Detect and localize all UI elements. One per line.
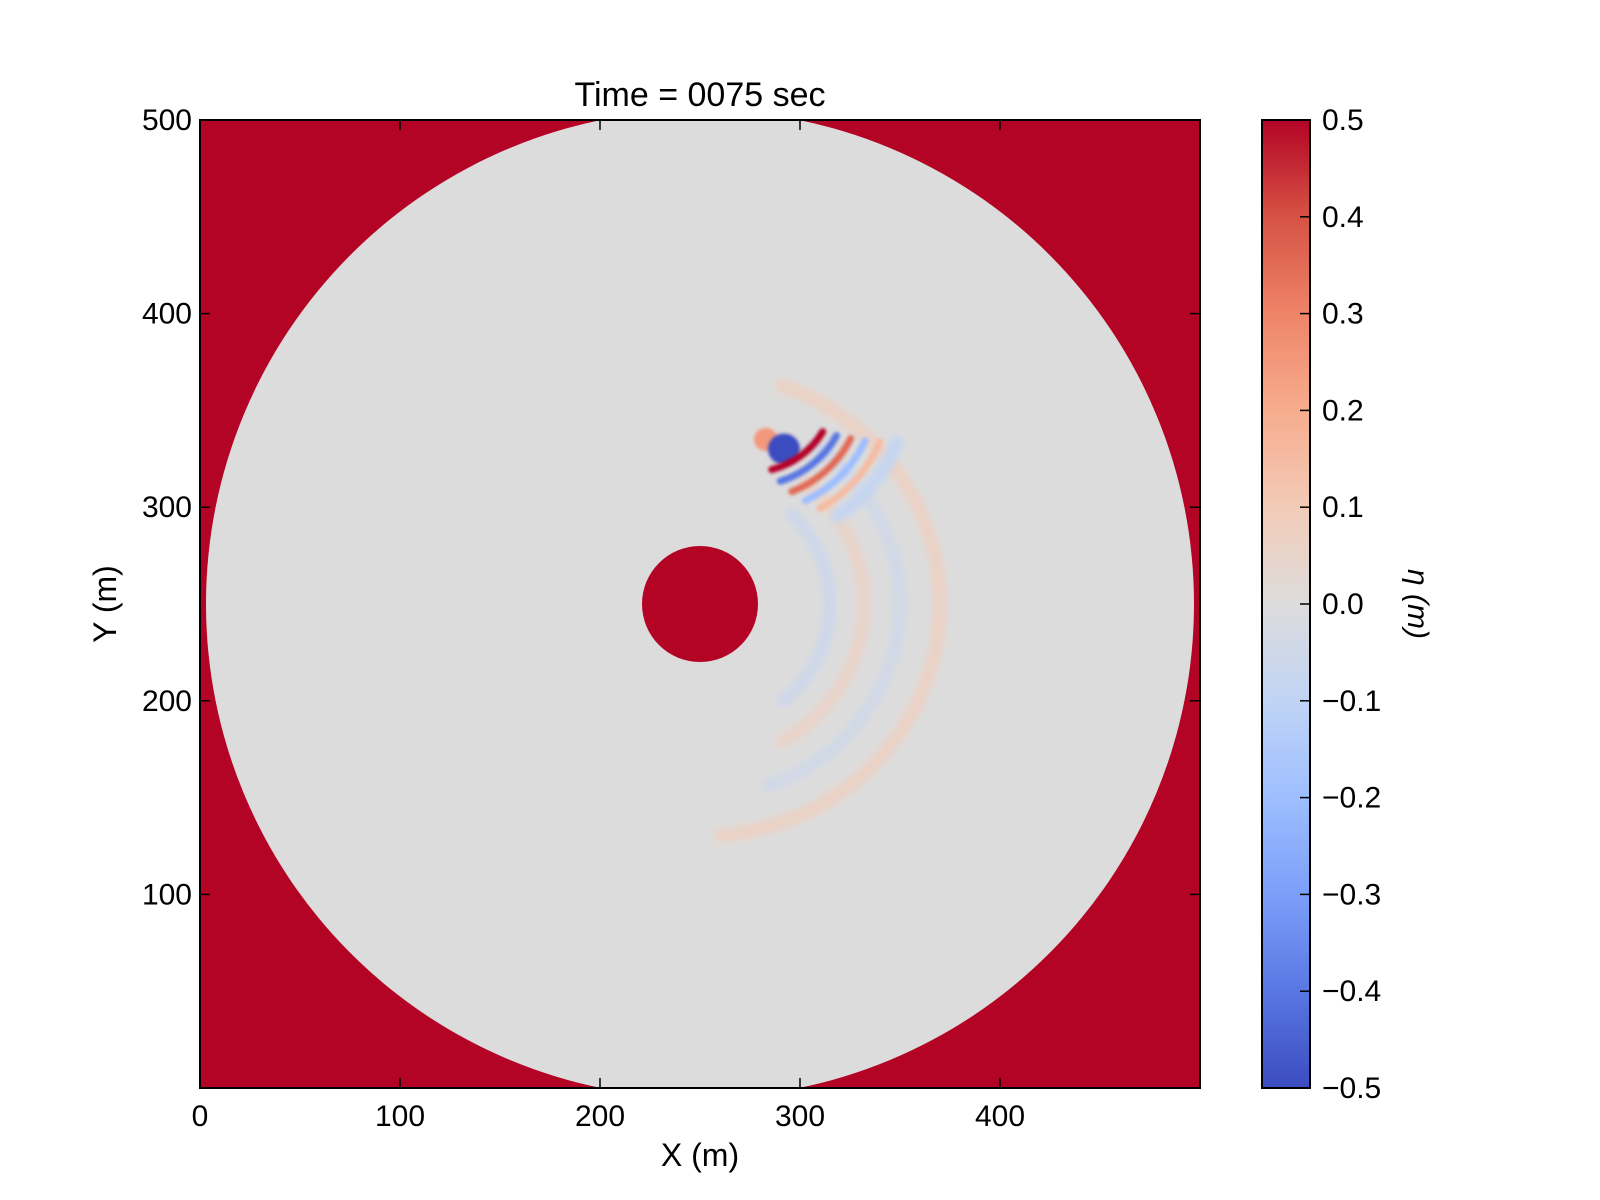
colorbar-tick-label: 0.4: [1322, 201, 1364, 234]
colorbar-tick-label: −0.2: [1322, 782, 1381, 815]
source-wave-3: [788, 435, 855, 496]
x-tick-label: 100: [375, 1100, 425, 1133]
y-tick-label: 500: [142, 104, 192, 137]
colorbar-tick-label: 0.2: [1322, 394, 1364, 427]
x-tick-label: 200: [575, 1100, 625, 1133]
y-tick-label: 200: [142, 685, 192, 718]
wave-field: [713, 378, 947, 843]
colorbar-tick-label: 0.1: [1322, 491, 1364, 524]
y-axis-label: Y (m): [87, 565, 123, 643]
colorbar-tick-label: −0.1: [1322, 685, 1381, 718]
colorbar-axis: 0.5 0.4 0.3 0.2 0.1 0.0 −0.1 −0.2 −0.3 −0.4 −0.5: [1300, 104, 1381, 1105]
chart-title: Time = 0075 sec: [574, 76, 825, 114]
source-trough: [768, 433, 800, 465]
x-axis-label: X (m): [661, 1137, 739, 1173]
x-tick-label: 0: [192, 1100, 209, 1133]
colorbar-tick-label: −0.3: [1322, 878, 1381, 911]
x-tick-label: 400: [975, 1100, 1025, 1133]
colorbar-tick-label: 0.5: [1322, 104, 1364, 137]
source-wave-1: [768, 428, 827, 474]
source-wave-5: [816, 438, 884, 512]
heatmap-plot: [200, 120, 1200, 1088]
y-tick-label: 300: [142, 491, 192, 524]
wave-ring-3: [776, 508, 837, 708]
source-wave-4: [801, 437, 869, 505]
colorbar-tick-label: −0.4: [1322, 975, 1381, 1008]
wave-front: [713, 378, 947, 843]
x-tick-label: 300: [775, 1100, 825, 1133]
source-wave-2: [776, 432, 841, 485]
island: [642, 546, 758, 662]
colorbar-label: η (m): [1401, 569, 1434, 639]
colorbar-tick-label: −0.5: [1322, 1072, 1381, 1105]
plot-frame: [199, 119, 1201, 1089]
y-axis: 100 200 300 400 500: [142, 104, 1200, 911]
y-tick-label: 100: [142, 878, 192, 911]
x-axis: 0 100 200 300 400: [192, 120, 1025, 1133]
colorbar-tick-label: 0.3: [1322, 298, 1364, 331]
y-tick-label: 400: [142, 298, 192, 331]
colorbar-tick-label: 0.0: [1322, 588, 1364, 621]
source-wave-6: [830, 435, 904, 524]
